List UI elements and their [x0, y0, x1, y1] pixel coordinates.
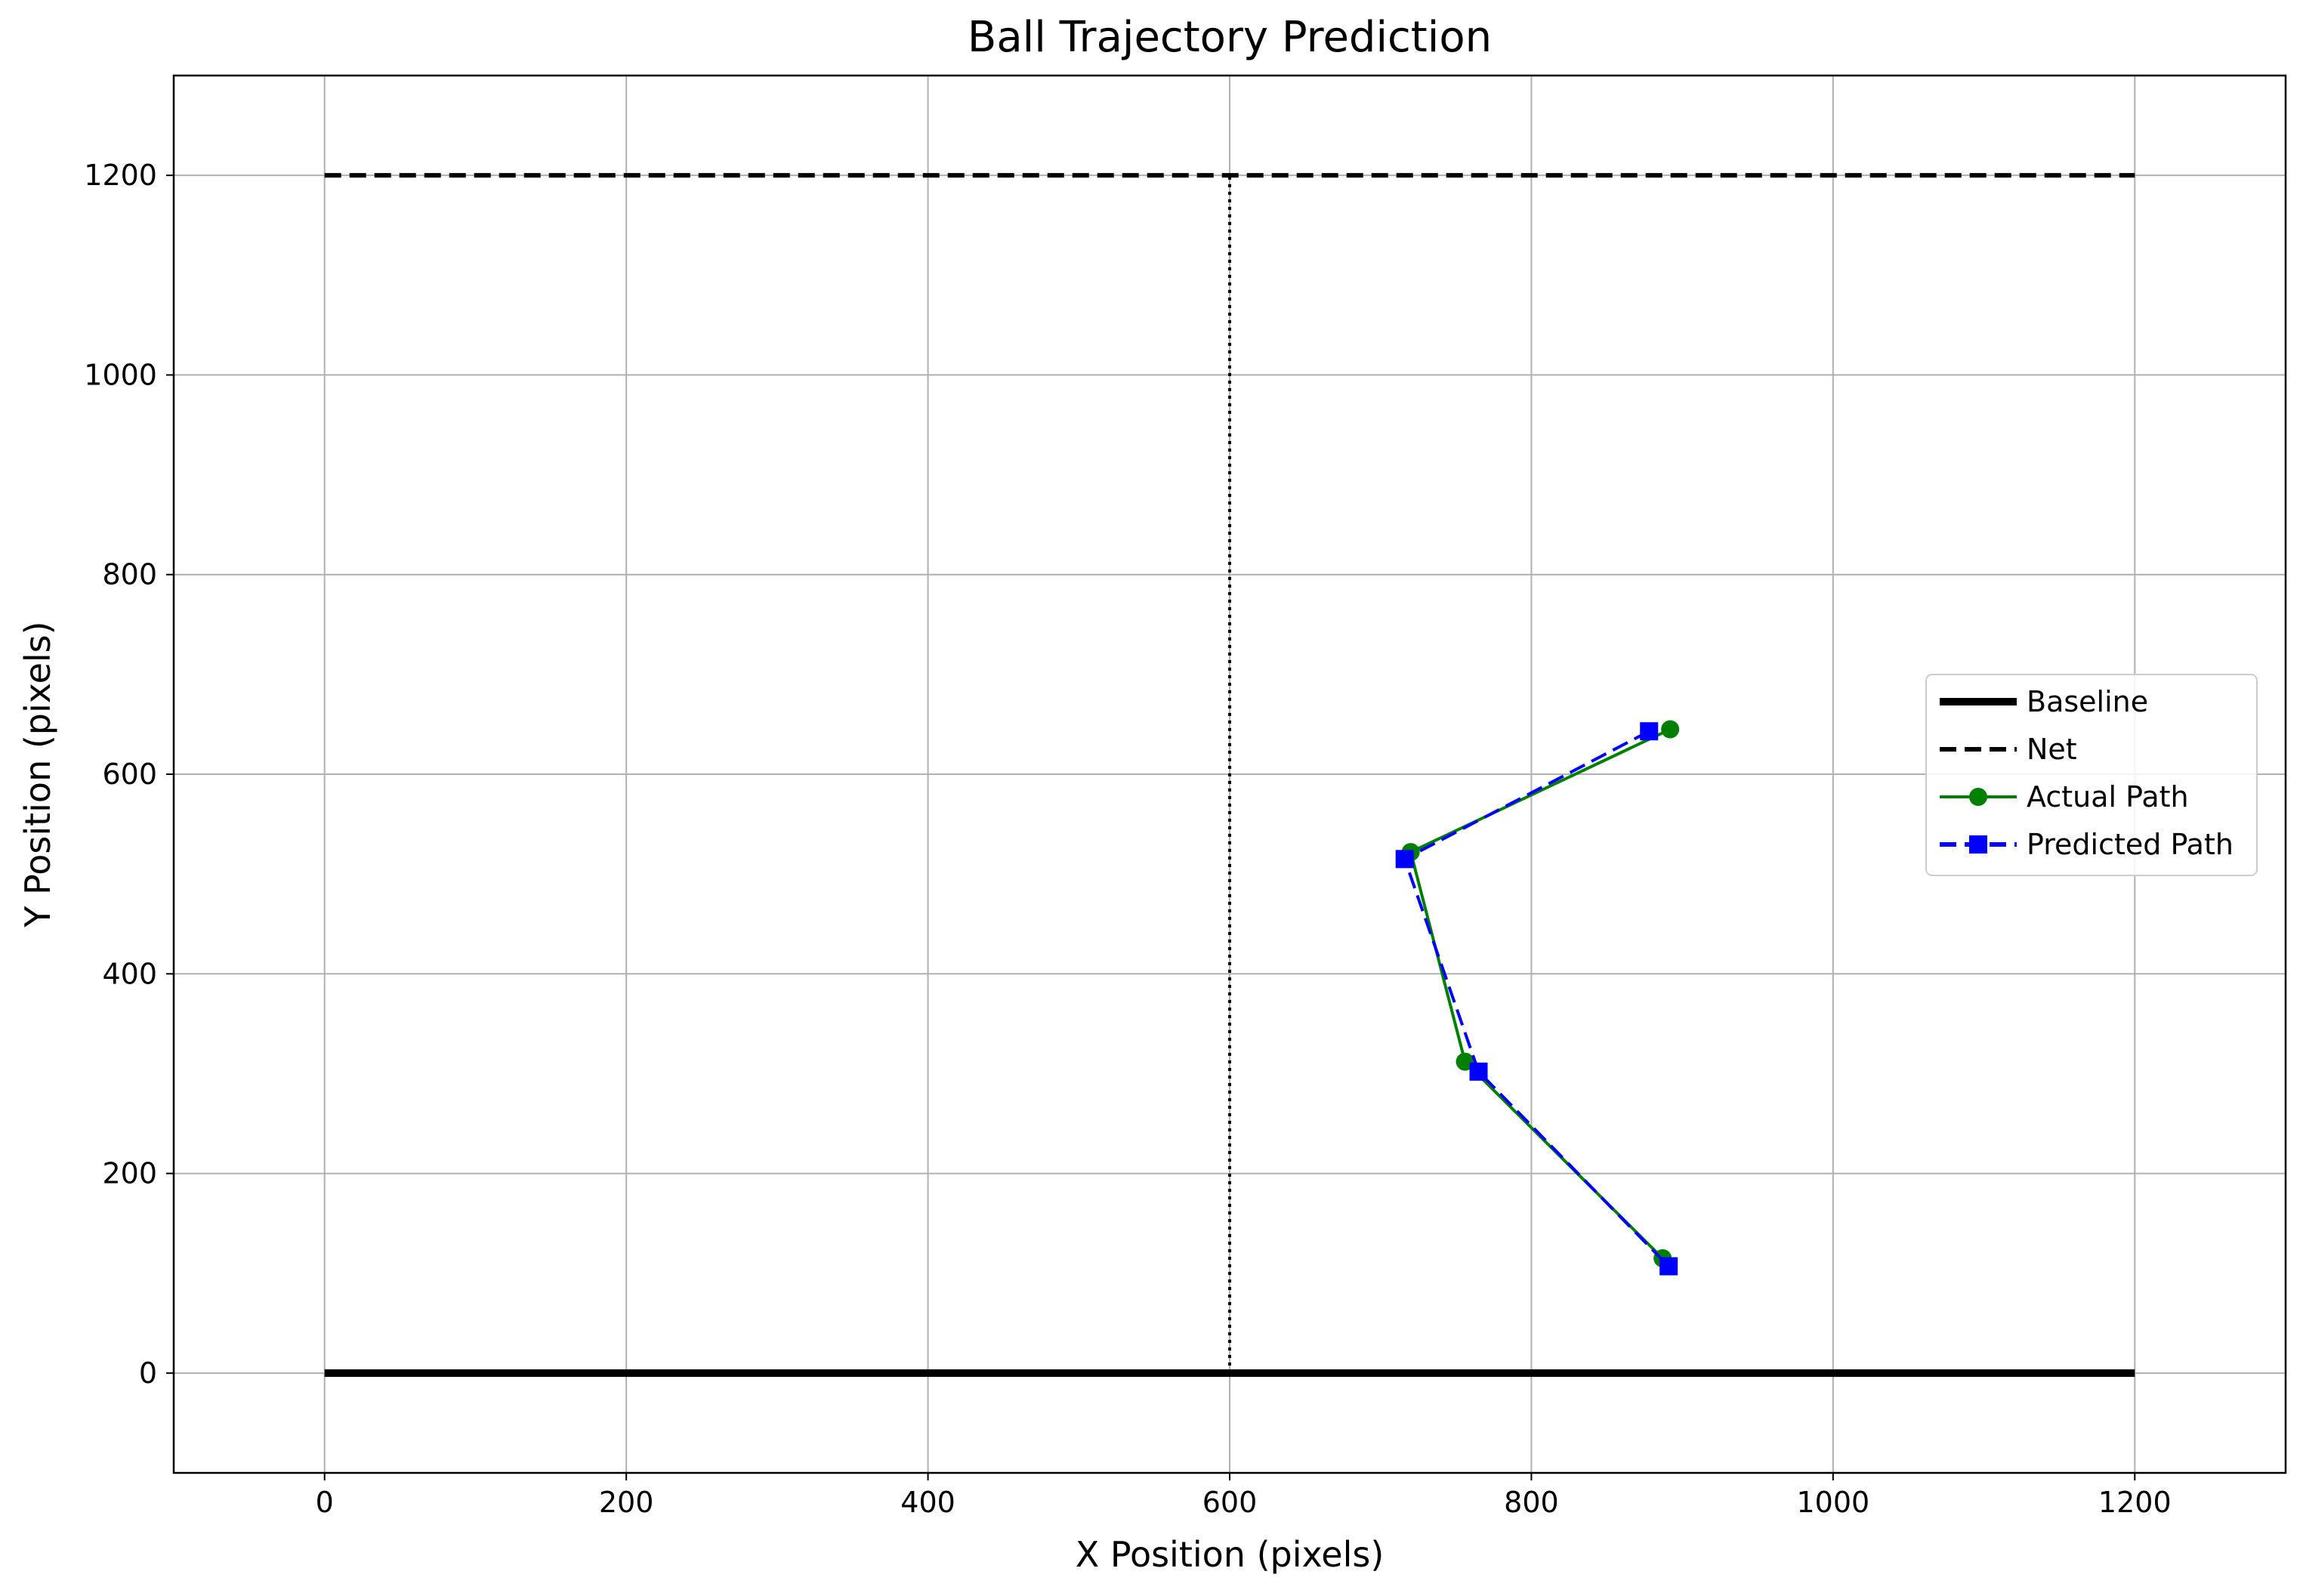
y-axis-label: Y Position (pixels) — [17, 621, 58, 928]
x-tick-label: 600 — [1202, 1486, 1258, 1519]
y-tick-label: 600 — [102, 758, 157, 791]
y-tick-label: 200 — [102, 1157, 157, 1190]
legend-marker-actual-path — [1969, 788, 1987, 806]
x-tick-label: 200 — [599, 1486, 654, 1519]
chart-title: Ball Trajectory Prediction — [968, 13, 1492, 62]
legend-box — [1925, 674, 2258, 876]
y-tick-label: 400 — [102, 957, 157, 990]
legend: Baseline Net Actual Path Predicted Path — [1925, 674, 2258, 876]
predicted-path-point — [1640, 722, 1659, 741]
legend-marker-predicted-path — [1969, 835, 1987, 854]
y-tick-label: 1000 — [84, 358, 157, 391]
x-tick-label: 400 — [900, 1486, 955, 1519]
axis-ticks: 0 200 400 600 800 1000 1200 0 200 400 600 800 1000 12… — [84, 159, 2171, 1519]
x-tick-label: 1200 — [2098, 1486, 2172, 1519]
x-axis-label: X Position (pixels) — [1076, 1534, 1385, 1575]
legend-label-predicted-path: Predicted Path — [2027, 828, 2234, 861]
predicted-path-point — [1659, 1257, 1678, 1276]
legend-label-baseline: Baseline — [2027, 685, 2148, 718]
y-tick-label: 1200 — [84, 159, 157, 192]
x-tick-label: 800 — [1504, 1486, 1559, 1519]
y-tick-label: 800 — [102, 558, 157, 591]
x-tick-label: 1000 — [1796, 1486, 1869, 1519]
predicted-path-line — [1403, 730, 1670, 1267]
series-group — [1395, 720, 1680, 1276]
legend-label-net: Net — [2027, 733, 2077, 766]
court-lines — [324, 173, 2135, 1377]
predicted-path-point — [1395, 850, 1414, 869]
x-tick-label: 0 — [316, 1486, 334, 1519]
actual-path-point — [1661, 720, 1680, 739]
legend-label-actual-path: Actual Path — [2027, 780, 2189, 813]
y-tick-label: 0 — [139, 1357, 157, 1390]
predicted-path-point — [1469, 1062, 1488, 1081]
